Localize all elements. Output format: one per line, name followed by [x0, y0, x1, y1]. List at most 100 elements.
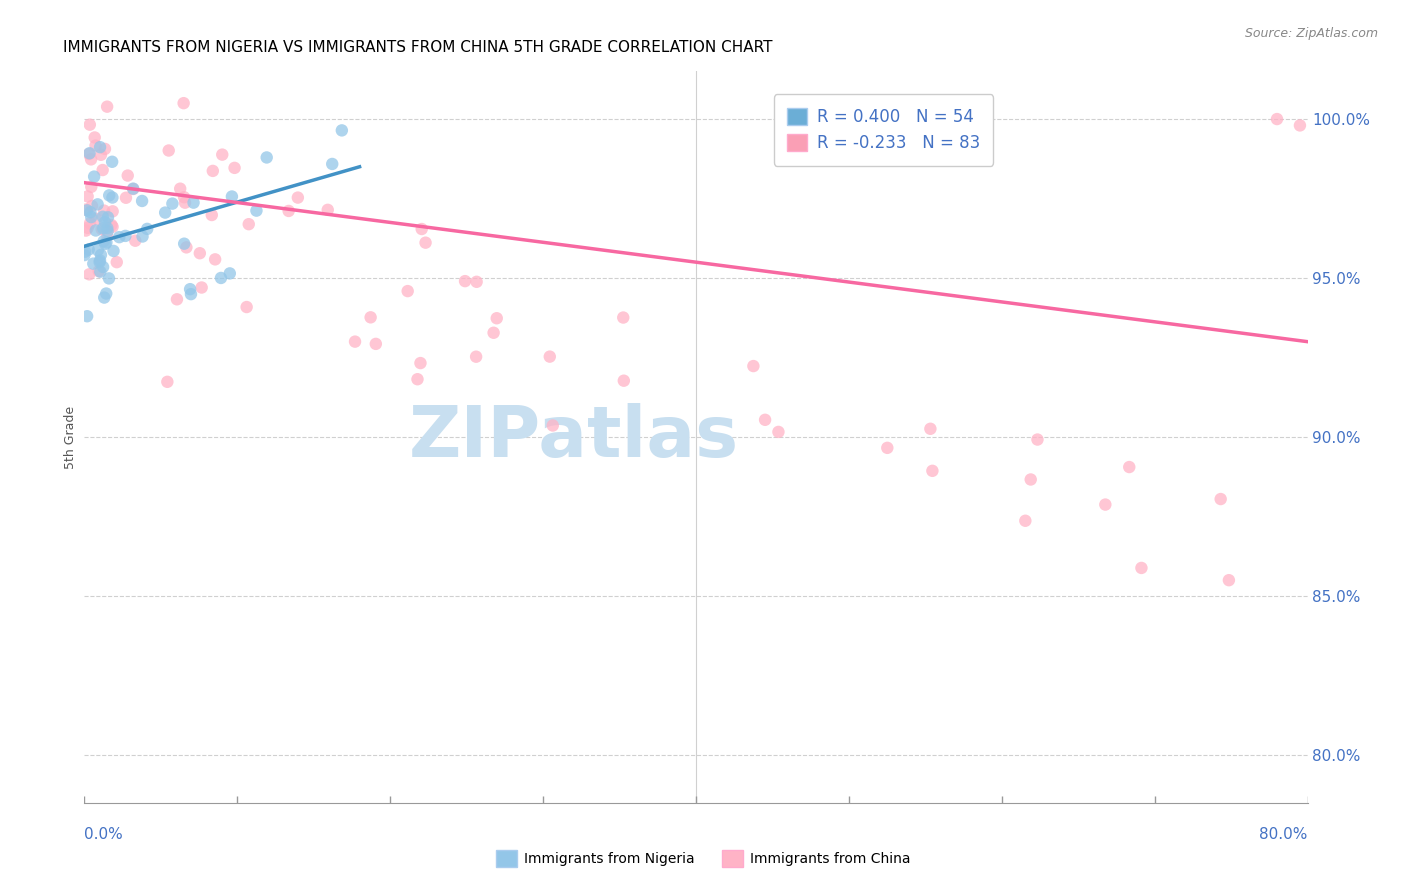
Point — [183, 195, 205, 210]
Point — [90, 222, 112, 236]
Point — [465, 275, 488, 289]
Point — [96, 286, 118, 301]
Point — [115, 191, 138, 205]
Point — [131, 194, 153, 208]
Point — [245, 203, 267, 218]
Point — [768, 425, 790, 439]
Point — [76, 189, 98, 203]
Point — [156, 375, 179, 389]
Point — [73, 244, 96, 259]
Point — [176, 240, 198, 254]
Point — [73, 248, 96, 262]
Point — [179, 282, 201, 296]
Point — [415, 235, 437, 250]
Point — [77, 147, 100, 161]
Point — [204, 252, 226, 267]
Point — [101, 204, 124, 219]
Point — [84, 223, 107, 237]
Point — [173, 96, 195, 111]
Point — [465, 350, 488, 364]
Legend: R = 0.400   N = 54, R = -0.233   N = 83: R = 0.400 N = 54, R = -0.233 N = 83 — [773, 95, 994, 166]
Point — [83, 130, 105, 145]
Point — [162, 196, 184, 211]
Point — [201, 208, 224, 222]
Point — [89, 140, 111, 154]
Point — [117, 169, 139, 183]
Point — [180, 287, 202, 301]
Text: ZIPatlas: ZIPatlas — [409, 402, 738, 472]
Point — [612, 310, 634, 325]
Text: 0.0%: 0.0% — [84, 827, 124, 841]
Point — [96, 221, 118, 235]
Point — [136, 222, 159, 236]
Point — [90, 248, 112, 262]
Point — [411, 222, 433, 236]
Point — [76, 310, 98, 324]
Point — [396, 284, 419, 298]
Point — [76, 203, 98, 218]
Point — [80, 153, 103, 167]
Point — [101, 154, 124, 169]
Point — [87, 244, 110, 258]
Point — [224, 161, 246, 175]
Point — [101, 190, 124, 204]
Point — [876, 441, 898, 455]
Point — [79, 118, 101, 132]
Point — [485, 311, 508, 326]
Point — [1026, 433, 1049, 447]
Point — [1094, 498, 1116, 512]
Point — [1019, 473, 1042, 487]
Point — [93, 234, 115, 248]
Point — [316, 202, 339, 217]
Point — [97, 211, 120, 225]
Point — [80, 210, 103, 224]
Point — [83, 169, 105, 184]
Point — [103, 244, 125, 258]
Point — [122, 181, 145, 195]
Point — [77, 268, 100, 282]
Point — [330, 123, 353, 137]
Point — [77, 243, 100, 257]
Point — [76, 220, 98, 235]
Point — [169, 182, 191, 196]
Point — [94, 142, 117, 156]
Legend: Immigrants from Nigeria, Immigrants from China: Immigrants from Nigeria, Immigrants from… — [496, 850, 910, 867]
Point — [122, 182, 145, 196]
Point — [541, 418, 564, 433]
Point — [157, 144, 180, 158]
Point — [1218, 573, 1240, 587]
Point — [96, 229, 118, 244]
Point — [87, 264, 110, 278]
Point — [84, 138, 107, 153]
Point — [209, 271, 232, 285]
Point — [482, 326, 505, 340]
Text: IMMIGRANTS FROM NIGERIA VS IMMIGRANTS FROM CHINA 5TH GRADE CORRELATION CHART: IMMIGRANTS FROM NIGERIA VS IMMIGRANTS FR… — [63, 40, 773, 55]
Point — [344, 334, 367, 349]
Point — [79, 146, 101, 161]
Point — [920, 422, 942, 436]
Point — [256, 151, 278, 165]
Point — [190, 280, 212, 294]
Point — [89, 255, 111, 269]
Point — [98, 271, 121, 285]
Point — [94, 236, 117, 251]
Point — [100, 218, 122, 232]
Point — [89, 265, 111, 279]
Point — [97, 224, 120, 238]
Point — [235, 300, 257, 314]
Point — [82, 257, 104, 271]
Point — [454, 274, 477, 288]
Point — [277, 203, 299, 218]
Point — [1118, 460, 1140, 475]
Point — [218, 266, 240, 280]
Point — [96, 100, 118, 114]
Point — [742, 359, 765, 373]
Point — [75, 223, 97, 237]
Point — [91, 221, 114, 235]
Point — [1209, 491, 1232, 506]
Text: 80.0%: 80.0% — [1260, 827, 1308, 841]
Point — [131, 229, 153, 244]
Point — [96, 235, 118, 250]
Point — [153, 205, 176, 219]
Point — [1130, 561, 1153, 575]
